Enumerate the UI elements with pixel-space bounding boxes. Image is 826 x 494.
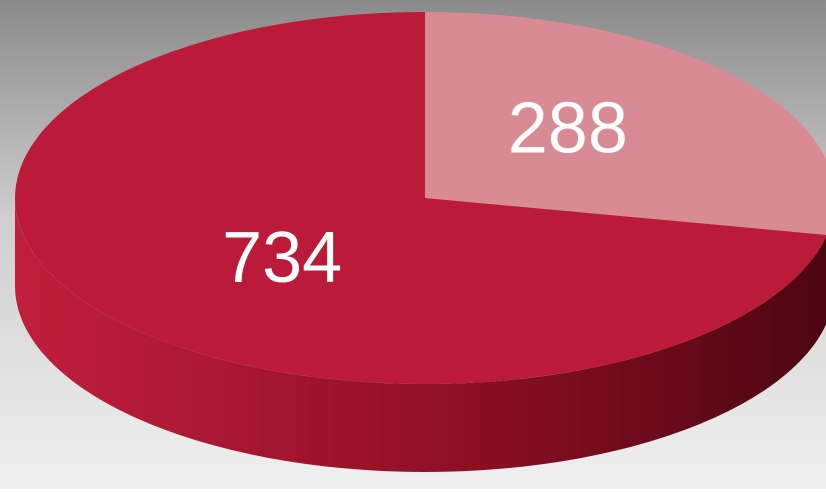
data-label: 734 bbox=[222, 218, 342, 298]
data-label: 288 bbox=[508, 88, 628, 168]
pie-side bbox=[15, 198, 826, 472]
pie: 288 734 bbox=[15, 12, 826, 472]
pie-slice bbox=[425, 12, 826, 235]
pie-slice bbox=[15, 12, 826, 384]
